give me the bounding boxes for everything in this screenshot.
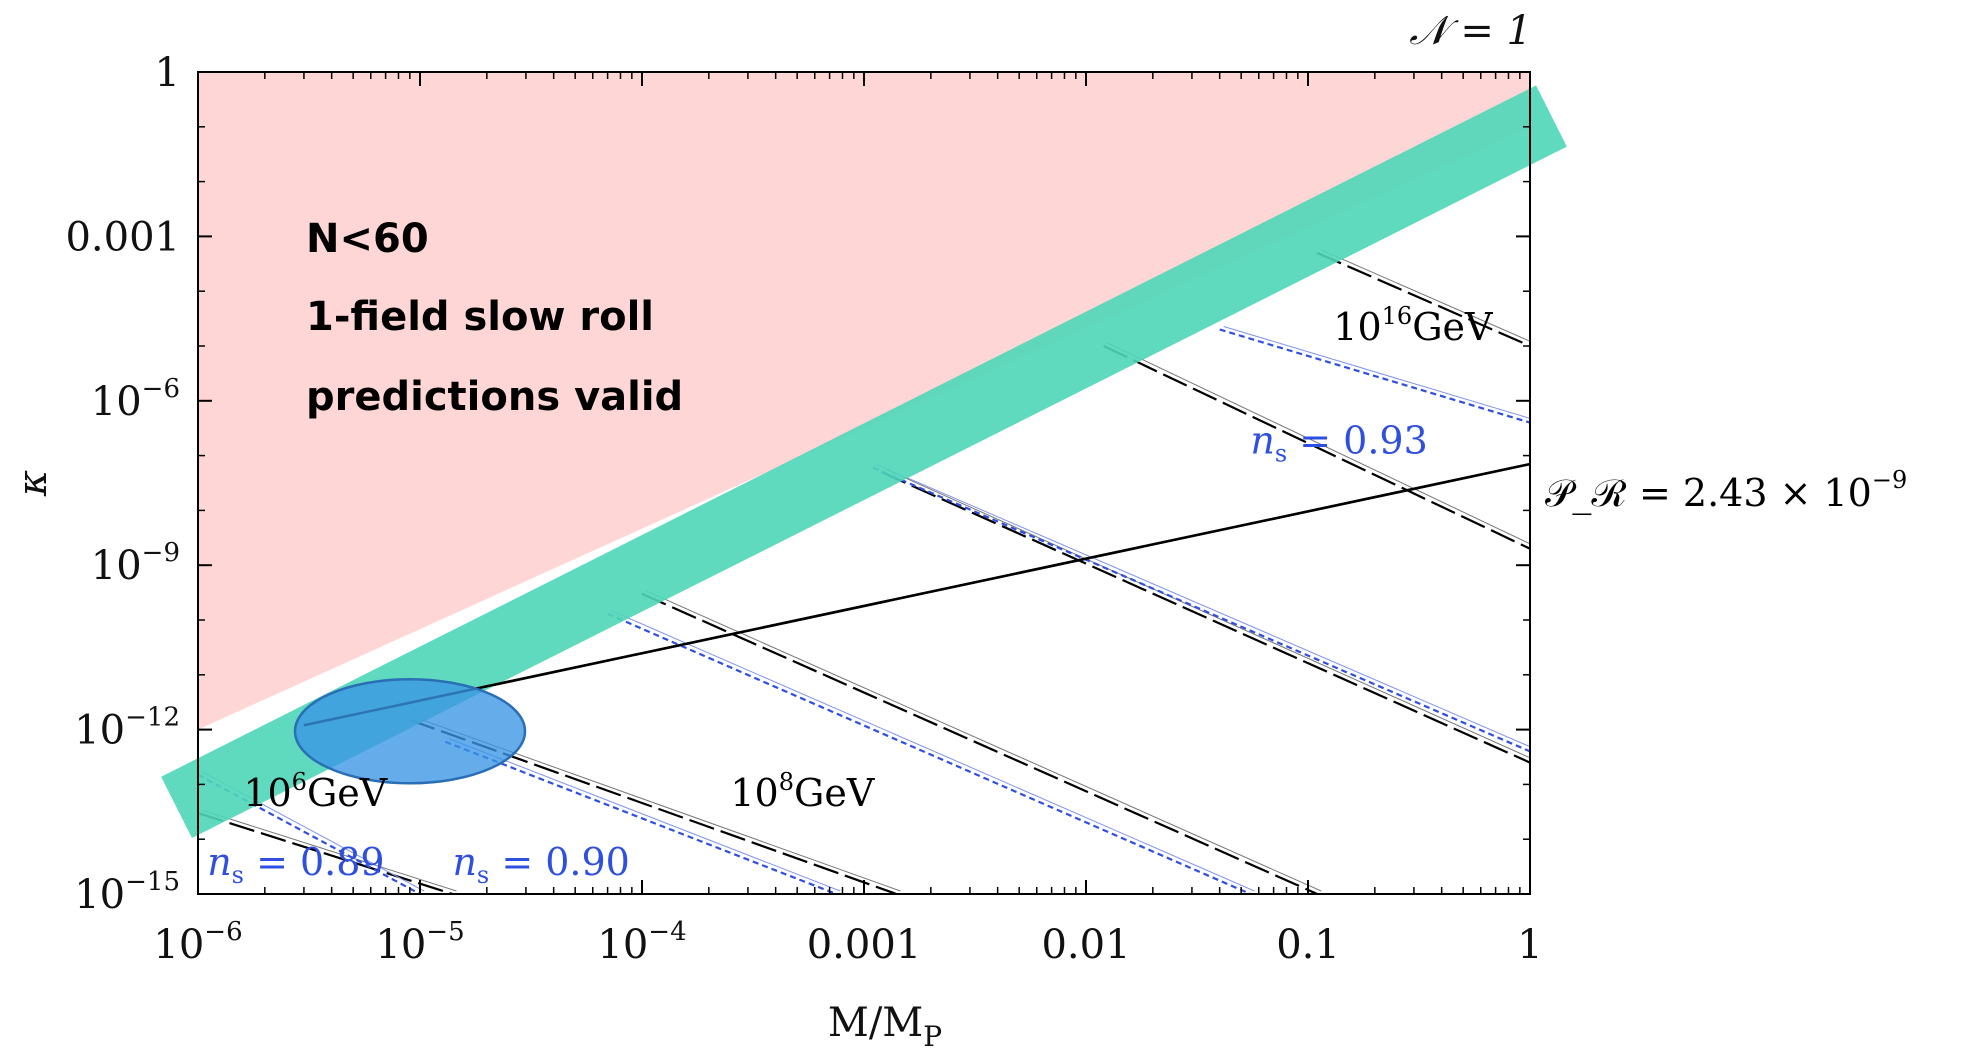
x-tick-label-0: 10−6 bbox=[153, 917, 242, 968]
x-tick-label-6: 1 bbox=[1517, 922, 1542, 968]
power-spectrum-line bbox=[303, 462, 1531, 727]
series-line-10-shadow bbox=[876, 464, 1530, 748]
x-tick-label-5: 0.1 bbox=[1276, 922, 1340, 968]
region-text-line-1: N<60 bbox=[306, 216, 429, 262]
annotation-label-1: 108GeV bbox=[730, 768, 874, 815]
y-axis-title: κ bbox=[10, 470, 56, 497]
x-axis-title-sub: P bbox=[923, 1020, 942, 1050]
series-line-3 bbox=[641, 592, 1318, 894]
series-line-9-shadow bbox=[611, 610, 1255, 892]
annotation-label-2: 1016GeV bbox=[1333, 302, 1493, 349]
y-tick-label-5: 1 bbox=[155, 50, 180, 96]
series-line-1 bbox=[198, 812, 453, 894]
series-line-8-shadow bbox=[449, 738, 841, 892]
annotation-label-5: ns = 0.93 bbox=[1250, 418, 1427, 467]
region-text-line-3: predictions valid bbox=[306, 374, 683, 420]
series-line-4-shadow bbox=[885, 468, 1530, 759]
power-spectrum-label: 𝒫_ℛ = 2.43 × 10−9 bbox=[1545, 466, 1907, 516]
series-line-11-shadow bbox=[1223, 326, 1530, 419]
annotation-label-0: 106GeV bbox=[243, 768, 387, 815]
x-tick-label-3: 0.001 bbox=[807, 922, 922, 968]
highlight-ellipse bbox=[293, 678, 527, 785]
y-tick-label-3: 10−6 bbox=[91, 374, 180, 425]
x-tick-label-4: 0.01 bbox=[1041, 922, 1130, 968]
annotation-label-3: ns = 0.89 bbox=[207, 840, 384, 889]
y-tick-label-4: 0.001 bbox=[65, 214, 180, 260]
series-line-6 bbox=[1316, 251, 1530, 348]
series-line-10 bbox=[872, 466, 1530, 753]
y-tick-label-0: 10−15 bbox=[74, 867, 180, 918]
annotation-label-4: ns = 0.90 bbox=[452, 840, 629, 889]
y-tick-label-1: 10−12 bbox=[74, 703, 180, 754]
corner-label: 𝒩 = 1 bbox=[1409, 8, 1532, 54]
x-axis-title: M/MP bbox=[828, 1000, 942, 1050]
series-line-4 bbox=[881, 471, 1530, 764]
x-tick-label-1: 10−5 bbox=[375, 917, 464, 968]
series-line-3-shadow bbox=[645, 590, 1322, 892]
boundary-band bbox=[161, 85, 1567, 838]
series-line-11 bbox=[1219, 328, 1530, 424]
series-line-1-shadow bbox=[201, 809, 457, 892]
series-line-5-shadow bbox=[1107, 342, 1530, 545]
series-line-6-shadow bbox=[1320, 249, 1530, 342]
series-line-5 bbox=[1103, 345, 1530, 550]
y-tick-label-2: 10−9 bbox=[91, 538, 180, 589]
series-line-9 bbox=[607, 612, 1251, 894]
region-text-line-2: 1-field slow roll bbox=[306, 294, 654, 340]
x-tick-label-2: 10−4 bbox=[597, 917, 686, 968]
